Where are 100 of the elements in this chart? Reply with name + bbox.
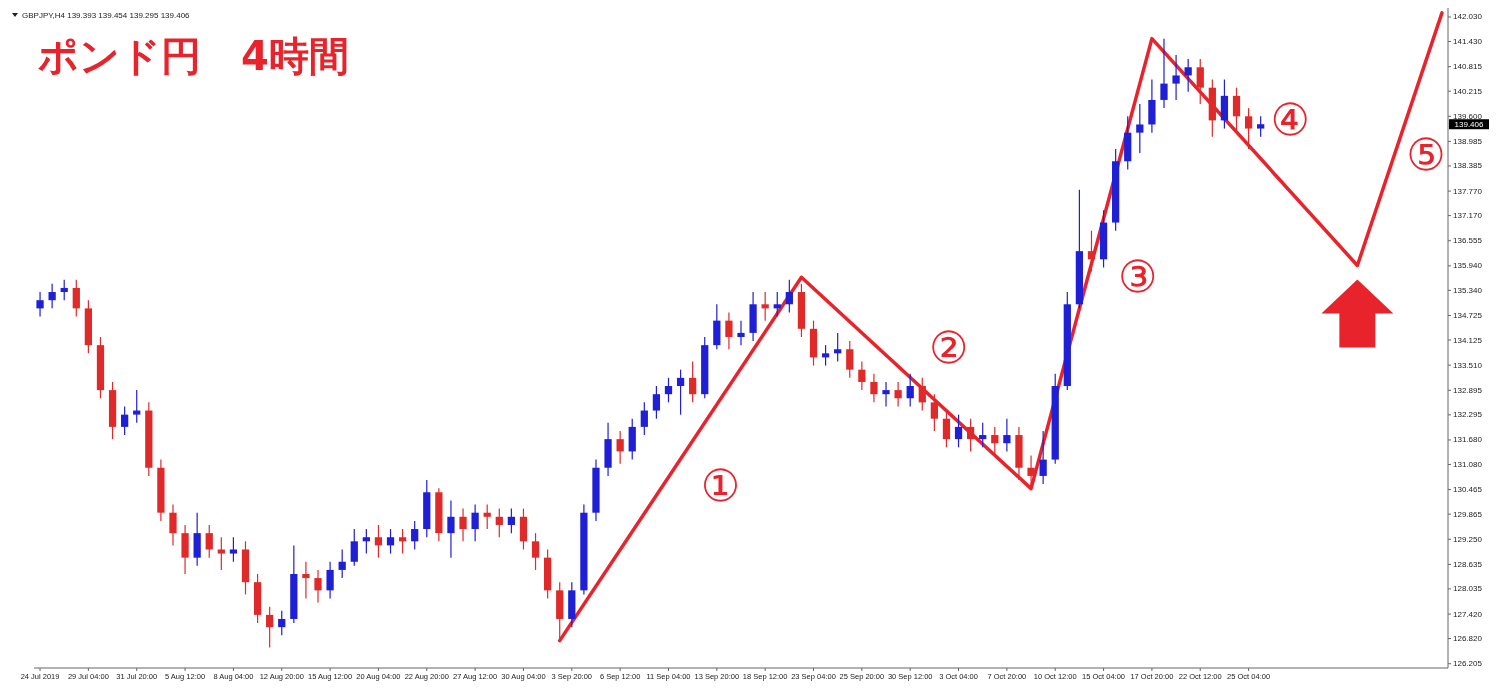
candlestick	[326, 561, 334, 600]
candlestick	[664, 377, 673, 403]
candlestick	[942, 409, 951, 448]
candlestick	[1039, 430, 1047, 485]
candlestick	[725, 311, 733, 350]
candlestick	[60, 279, 68, 301]
candlestick	[459, 508, 467, 542]
candlestick	[205, 524, 213, 559]
candlestick	[36, 291, 44, 318]
y-tick-label: 131.680	[1453, 435, 1483, 445]
candlestick	[967, 418, 975, 453]
candlestick	[846, 340, 854, 379]
candlestick	[483, 503, 491, 530]
y-tick-label: 140.815	[1453, 62, 1483, 72]
candlestick	[906, 373, 914, 408]
candlestick	[398, 528, 407, 555]
candlestick	[1003, 418, 1011, 453]
candlestick	[689, 360, 697, 403]
candlestick	[1172, 54, 1180, 101]
y-tick-label: 132.895	[1453, 385, 1483, 395]
candlestick	[217, 536, 225, 571]
candlestick	[1136, 103, 1144, 154]
annotation: ⑤	[1406, 128, 1446, 180]
candlestick	[761, 291, 769, 322]
candlestick	[447, 499, 455, 559]
candlestick	[133, 389, 141, 424]
candlestick	[411, 520, 419, 551]
y-tick-label: 132.295	[1453, 410, 1483, 420]
y-tick-label: 137.770	[1453, 186, 1483, 196]
candlestick	[773, 291, 781, 318]
candlestick	[314, 569, 322, 604]
candlestick	[386, 528, 395, 555]
candlestick	[302, 561, 310, 600]
annotation: ①	[700, 460, 741, 512]
candlestick	[1257, 115, 1265, 138]
y-tick-label: 138.985	[1453, 136, 1483, 146]
candlestick	[1232, 87, 1241, 134]
candlestick	[918, 377, 926, 412]
candlestick	[882, 381, 890, 408]
y-tick-label: 131.080	[1453, 459, 1483, 469]
y-tick-label: 127.420	[1453, 609, 1483, 619]
candlestick	[362, 528, 370, 555]
y-tick-label: 138.385	[1453, 161, 1483, 171]
text: ポンド円 4時間	[38, 33, 349, 79]
candlestick	[350, 528, 358, 567]
candlestick	[1087, 230, 1096, 273]
candlestick	[495, 508, 503, 538]
candlestick	[991, 426, 999, 457]
y-tick-label: 140.215	[1453, 86, 1483, 96]
y-tick-label: 134.725	[1453, 311, 1483, 321]
candlestick	[640, 401, 648, 436]
candlestick	[278, 610, 286, 636]
candlestick	[48, 283, 56, 309]
candlestick	[1184, 58, 1192, 93]
candlestick	[894, 381, 902, 408]
y-tick-label: 130.465	[1453, 485, 1483, 495]
y-tick-label: 134.125	[1453, 335, 1483, 345]
candlestick	[930, 393, 938, 432]
text: 139.406	[1454, 119, 1485, 129]
annotation: ④	[1270, 94, 1310, 146]
candlestick	[652, 385, 661, 420]
annotation: ②	[929, 322, 969, 374]
candlestick	[676, 369, 685, 416]
annotation: ③	[1118, 250, 1158, 302]
y-tick-label: 137.170	[1453, 211, 1483, 221]
line-series	[557, 11, 1444, 643]
y-tick-label: 136.555	[1453, 236, 1483, 246]
y-tick-label: 141.430	[1453, 37, 1483, 47]
candlestick	[858, 360, 866, 391]
y-tick-label: 133.510	[1453, 360, 1483, 370]
candlestick	[870, 373, 878, 403]
y-tick-label: 135.940	[1453, 261, 1483, 271]
y-tick-label: 128.635	[1453, 559, 1483, 569]
candlestick	[1244, 107, 1253, 150]
y-tick-label: 135.340	[1453, 285, 1483, 295]
candlestick	[785, 279, 793, 314]
candlestick	[121, 405, 129, 436]
y-tick-label: 126.205	[1453, 659, 1483, 669]
candlestick	[229, 536, 238, 563]
chart-subtitle: GBPJPY,H4 139.393 139.454 139.295 139.406	[22, 11, 191, 20]
candlestick	[616, 430, 624, 465]
candlestick	[338, 548, 346, 579]
candlestick	[531, 532, 540, 571]
candlestick	[737, 320, 745, 346]
candlestick	[266, 606, 274, 649]
candlestick	[821, 344, 830, 367]
candlestick	[374, 524, 383, 559]
candlestick	[1196, 58, 1204, 105]
y-tick-label: 128.035	[1453, 584, 1483, 594]
candlestick	[954, 414, 963, 448]
y-tick-label: 129.250	[1453, 534, 1483, 544]
candlestick	[507, 508, 515, 534]
candlestick	[169, 503, 177, 546]
candlestick	[834, 332, 842, 363]
candlestick	[1160, 38, 1168, 109]
candlestick	[72, 279, 80, 318]
y-tick-label: 142.030	[1453, 12, 1483, 22]
y-tick-label: 129.865	[1453, 509, 1483, 519]
y-tick-label: 126.820	[1453, 634, 1483, 644]
candlestick	[979, 422, 987, 448]
